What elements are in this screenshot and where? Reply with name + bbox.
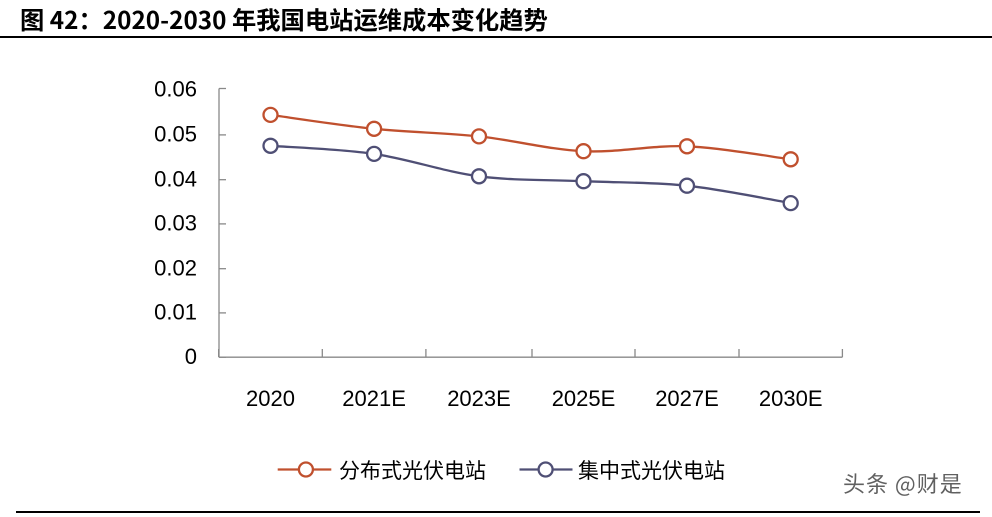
svg-text:2023E: 2023E xyxy=(447,386,511,411)
svg-text:0.05: 0.05 xyxy=(154,122,197,147)
svg-text:2027E: 2027E xyxy=(655,386,719,411)
svg-text:0.06: 0.06 xyxy=(154,76,197,101)
svg-text:分布式光伏电站: 分布式光伏电站 xyxy=(339,455,486,485)
svg-text:2025E: 2025E xyxy=(552,386,616,411)
svg-text:0.01: 0.01 xyxy=(154,300,197,325)
svg-text:2030E: 2030E xyxy=(759,386,823,411)
svg-text:2021E: 2021E xyxy=(342,386,406,411)
svg-text:集中式光伏电站: 集中式光伏电站 xyxy=(578,455,725,485)
svg-text:0.04: 0.04 xyxy=(154,167,197,192)
svg-text:2020: 2020 xyxy=(246,386,295,411)
svg-text:0: 0 xyxy=(185,344,197,369)
svg-text:0.03: 0.03 xyxy=(154,211,197,236)
svg-text:0.02: 0.02 xyxy=(154,256,197,281)
